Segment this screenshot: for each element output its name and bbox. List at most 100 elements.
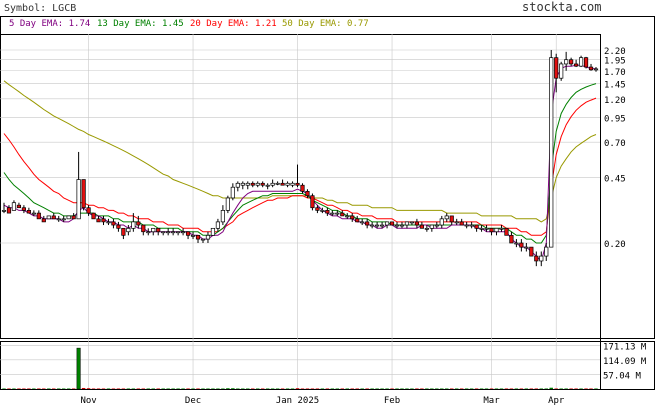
volume-bar: [126, 388, 131, 389]
candle: [6, 205, 12, 214]
candle-body: [564, 59, 569, 65]
volume-bar: [111, 388, 116, 389]
candle-body: [583, 57, 589, 68]
candle: [230, 183, 235, 201]
candle-body: [41, 218, 46, 223]
ema50-line: [3, 80, 597, 223]
candle: [151, 227, 156, 236]
candle: [131, 213, 136, 232]
month-tick-label: Dec: [185, 396, 201, 406]
candle: [146, 228, 151, 236]
candle-body: [365, 221, 370, 226]
candle-body: [26, 210, 31, 214]
volume-bar: [479, 388, 484, 389]
candle: [519, 239, 524, 252]
candle-body: [544, 246, 549, 257]
volume-bar: [484, 388, 489, 389]
candle-body: [534, 255, 539, 262]
candle: [310, 193, 315, 211]
candle: [499, 225, 504, 232]
candle: [320, 207, 325, 214]
volume-bar: [320, 388, 325, 389]
candle-body: [230, 186, 235, 199]
volume-bar: [474, 388, 479, 389]
candle: [469, 221, 474, 229]
candle-body: [489, 227, 494, 233]
candle: [583, 56, 589, 69]
candle: [574, 59, 579, 68]
price-tick-label: 1.70: [604, 68, 626, 78]
volume-axis: 171.13 M 114.09 M 57.04 M: [603, 342, 647, 381]
volume-bar: [375, 388, 379, 389]
candle-body: [474, 224, 479, 229]
candle: [544, 243, 549, 261]
candle-body: [360, 221, 365, 224]
volume-bar: [66, 388, 71, 389]
candle: [389, 221, 395, 226]
candle-body: [509, 234, 514, 244]
candle: [529, 246, 534, 257]
candle: [424, 225, 429, 232]
candle-body: [126, 227, 131, 233]
volume-bar: [335, 388, 340, 389]
volume-bar: [315, 388, 320, 389]
candle: [464, 221, 469, 229]
candle-body: [156, 227, 161, 233]
volume-bar: [579, 388, 583, 389]
candle: [121, 227, 126, 240]
candle-body: [414, 221, 419, 226]
candle: [41, 215, 46, 223]
candle-body: [101, 218, 106, 223]
volume-bar: [186, 388, 190, 389]
candle-body: [310, 195, 315, 209]
volume-bar: [370, 388, 374, 389]
candle-body: [91, 212, 96, 220]
candle-body: [593, 68, 599, 71]
volume-bar: [166, 388, 170, 389]
volume-bar: [151, 388, 155, 389]
candle-body: [449, 215, 454, 223]
candle-body: [76, 179, 81, 220]
candle: [474, 224, 479, 232]
candle: [404, 221, 410, 229]
candle-body: [399, 224, 405, 227]
volume-bar: [260, 388, 265, 389]
candle: [330, 210, 335, 216]
volume-bar: [265, 388, 270, 389]
volume-bar: [216, 388, 220, 389]
candle: [479, 225, 484, 232]
candle-body: [185, 231, 191, 236]
candle-body: [280, 182, 285, 186]
candle: [245, 181, 250, 190]
candle-body: [215, 221, 221, 229]
x-axis: Nov Dec Jan 2025 Feb Mar Apr: [80, 396, 564, 406]
volume-bar: [449, 388, 454, 389]
candle: [36, 210, 41, 220]
candle-body: [265, 184, 270, 187]
candle: [345, 213, 350, 219]
candle: [31, 210, 36, 216]
candle: [176, 231, 181, 236]
volume-bar: [489, 388, 494, 389]
candle-body: [479, 227, 484, 230]
candle: [76, 151, 81, 220]
candle: [564, 51, 569, 71]
candle-body: [504, 227, 509, 236]
candle-body: [514, 242, 519, 245]
candle: [335, 210, 340, 216]
volume-bar: [544, 388, 548, 389]
candle: [370, 221, 375, 229]
candle: [136, 215, 141, 229]
volume-bar: [400, 388, 404, 389]
candle-body: [1, 210, 7, 212]
price-tick-label: 0.20: [604, 240, 626, 250]
candle-body: [195, 234, 201, 240]
candle-body: [419, 224, 424, 229]
volume-bar: [330, 388, 335, 389]
volume-bar: [171, 388, 175, 389]
price-tick-label: 0.45: [604, 175, 626, 185]
volume-bar: [221, 388, 225, 389]
volume-bar: [246, 388, 250, 389]
volume-bar: [280, 388, 285, 389]
volume-bar: [504, 388, 509, 389]
